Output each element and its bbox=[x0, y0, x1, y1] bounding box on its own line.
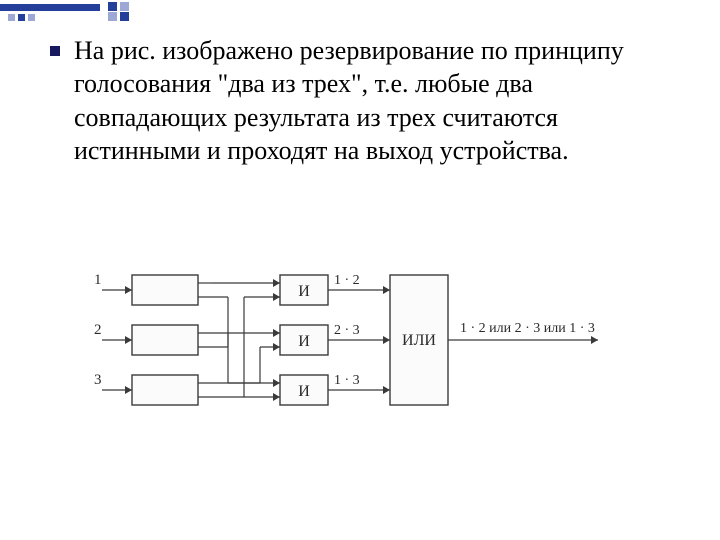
svg-text:1 · 2: 1 · 2 bbox=[334, 273, 360, 288]
decor-square bbox=[8, 14, 15, 21]
corner-decoration bbox=[0, 0, 250, 20]
svg-text:1 · 3: 1 · 3 bbox=[334, 373, 360, 388]
bullet-text: На рис. изображено резервирование по при… bbox=[74, 34, 670, 167]
decor-square bbox=[18, 14, 25, 21]
svg-text:И: И bbox=[298, 283, 310, 300]
decor-square bbox=[108, 2, 117, 11]
decor-square bbox=[120, 12, 129, 21]
decor-square bbox=[28, 14, 35, 21]
decor-square bbox=[120, 2, 129, 11]
decor-bar bbox=[0, 4, 100, 11]
svg-text:И: И bbox=[298, 383, 310, 400]
slide: На рис. изображено резервирование по при… bbox=[0, 0, 720, 540]
svg-text:3: 3 bbox=[94, 372, 102, 388]
svg-text:1: 1 bbox=[94, 272, 102, 288]
voting-diagram: 1 2 3 И 1 · 2 И 2 · 3 И 1 · 3 ИЛИ 1 · 2 или 2 · 3 … bbox=[90, 250, 630, 450]
diagram-svg: 1 2 3 И 1 · 2 И 2 · 3 И 1 · 3 ИЛИ 1 · 2 или 2 · 3 … bbox=[90, 250, 630, 450]
svg-text:И: И bbox=[298, 333, 310, 350]
svg-text:2: 2 bbox=[94, 322, 102, 338]
svg-text:1 · 2 или 2 · 3 или 1 · 3: 1 · 2 или 2 · 3 или 1 · 3 bbox=[460, 321, 595, 336]
bullet-block: На рис. изображено резервирование по при… bbox=[50, 34, 670, 167]
svg-text:ИЛИ: ИЛИ bbox=[402, 332, 436, 349]
bullet-square-icon bbox=[50, 46, 60, 56]
svg-text:2 · 3: 2 · 3 bbox=[334, 323, 360, 338]
bullet-row: На рис. изображено резервирование по при… bbox=[50, 34, 670, 167]
decor-square bbox=[108, 12, 117, 21]
